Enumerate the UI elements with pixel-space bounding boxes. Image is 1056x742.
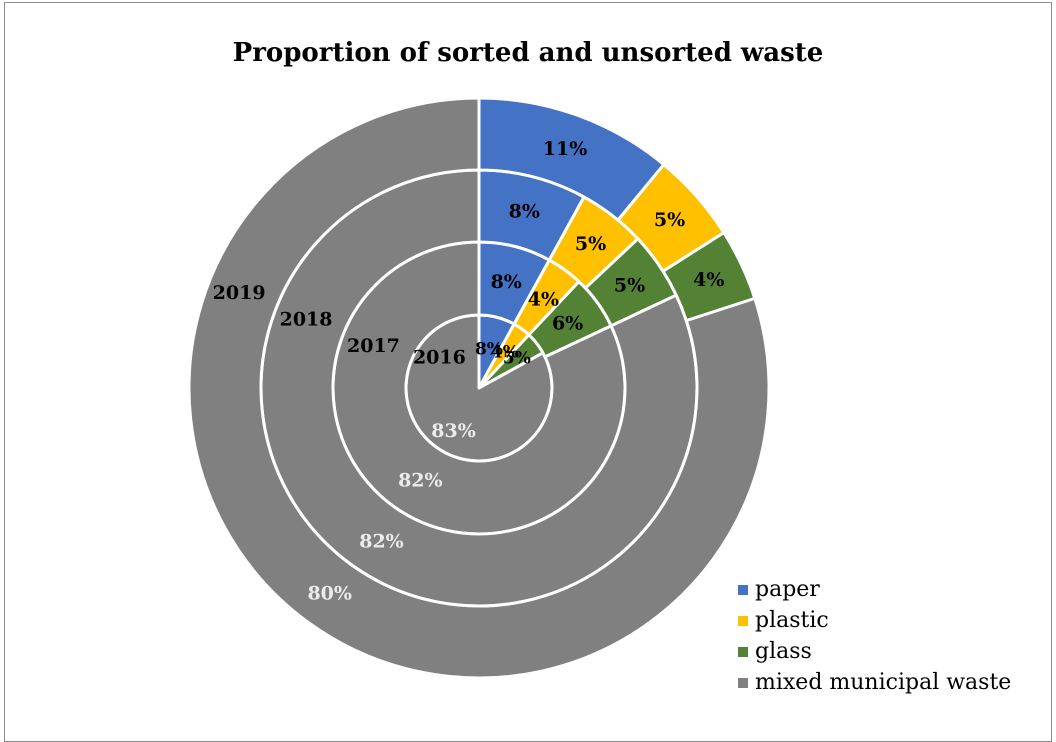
data-label-2019-paper: 11% (543, 138, 588, 160)
legend-swatch-paper (738, 584, 748, 595)
legend-item-paper: paper (738, 574, 1011, 605)
data-label-2018-plastic: 5% (575, 233, 606, 255)
legend-label-glass: glass (755, 639, 812, 664)
legend-swatch-mixed (738, 677, 748, 688)
ring-label-2019: 2019 (213, 282, 266, 304)
legend-item-plastic: plastic (738, 605, 1011, 636)
data-label-2016-plastic: 4% (491, 342, 519, 362)
legend-item-glass: glass (738, 636, 1011, 667)
chart-title: Proportion of sorted and unsorted waste (232, 38, 824, 68)
donut-chart: 8%4%5%83%20168%4%6%82%20178%5%5%82%20181… (187, 96, 771, 680)
data-label-2017-glass: 6% (552, 313, 583, 335)
data-label-2018-paper: 8% (509, 201, 540, 223)
data-label-2018-mixed-municipal-waste: 82% (359, 531, 404, 553)
ring-label-2016: 2016 (413, 346, 466, 368)
data-label-2019-glass: 4% (693, 269, 724, 291)
data-label-2016-paper: 8% (475, 339, 503, 359)
legend-item-mixed: mixed municipal waste (738, 667, 1011, 698)
data-label-2019-mixed-municipal-waste: 80% (307, 582, 352, 604)
legend: paper plastic glass mixed municipal wast… (738, 574, 1011, 698)
data-label-2017-plastic: 4% (528, 288, 559, 310)
legend-label-plastic: plastic (755, 608, 829, 633)
data-label-2018-glass: 5% (614, 275, 645, 297)
data-label-2017-paper: 8% (491, 271, 522, 293)
data-label-2019-plastic: 5% (654, 209, 685, 231)
slice-2019-mixed-municipal-waste (187, 96, 771, 680)
ring-label-2018: 2018 (280, 309, 333, 331)
ring-label-2017: 2017 (347, 335, 400, 357)
legend-label-mixed: mixed municipal waste (755, 670, 1012, 695)
data-label-2017-mixed-municipal-waste: 82% (398, 469, 443, 491)
legend-swatch-plastic (738, 615, 748, 626)
legend-label-paper: paper (755, 577, 820, 602)
data-label-2016-mixed-municipal-waste: 83% (431, 420, 476, 442)
legend-swatch-glass (738, 646, 748, 657)
data-label-2016-glass: 5% (503, 349, 531, 369)
